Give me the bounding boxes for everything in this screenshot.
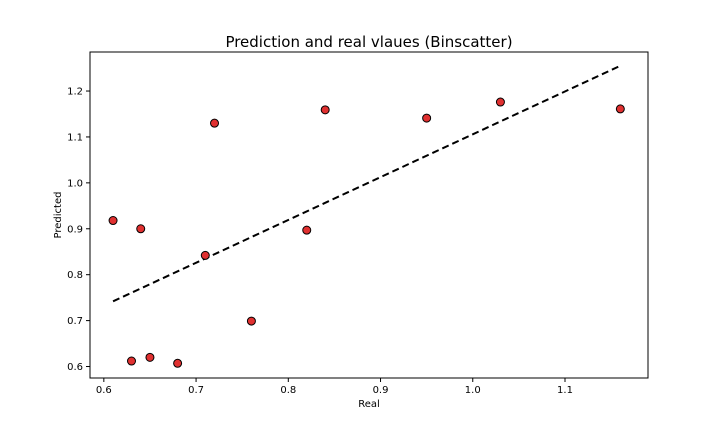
fit-line <box>112 64 621 303</box>
x-tick-label: 0.7 <box>188 385 204 396</box>
y-tick-label: 0.8 <box>67 270 83 281</box>
y-tick-label: 1.1 <box>67 132 83 143</box>
points-layer <box>108 97 625 368</box>
y-tick-label: 0.7 <box>67 316 83 327</box>
y-tick-label: 1.0 <box>67 178 83 189</box>
y-tick-label: 0.6 <box>67 362 83 373</box>
y-tick-label: 0.9 <box>67 224 83 235</box>
data-point <box>173 358 183 368</box>
fit-line-layer <box>112 64 621 303</box>
data-point <box>136 224 146 234</box>
x-tick-label: 1.1 <box>557 385 573 396</box>
x-tick-label: 0.9 <box>373 385 389 396</box>
x-axis-label: Real <box>358 399 380 410</box>
data-point <box>246 316 256 326</box>
chart-title: Prediction and real vlaues (Binscatter) <box>225 33 512 51</box>
x-tick-label: 0.8 <box>280 385 296 396</box>
data-point <box>145 352 155 362</box>
data-point <box>200 250 210 260</box>
data-point <box>320 105 330 115</box>
data-point <box>210 118 220 128</box>
data-point <box>108 216 118 226</box>
x-tick-label: 0.6 <box>96 385 112 396</box>
data-point <box>127 356 137 366</box>
y-axis-label: Predicted <box>53 192 64 239</box>
y-axis-ticks: 0.6 0.7 0.8 0.9 1.0 1.1 1.2 <box>67 87 90 373</box>
data-point <box>495 97 505 107</box>
x-axis-ticks: 0.6 0.7 0.8 0.9 1.0 1.1 <box>96 378 573 396</box>
plot-frame <box>89 51 649 379</box>
data-point <box>615 104 625 114</box>
data-point <box>302 225 312 235</box>
x-tick-label: 1.0 <box>465 385 481 396</box>
data-point <box>422 113 432 123</box>
y-tick-label: 1.2 <box>67 87 83 98</box>
